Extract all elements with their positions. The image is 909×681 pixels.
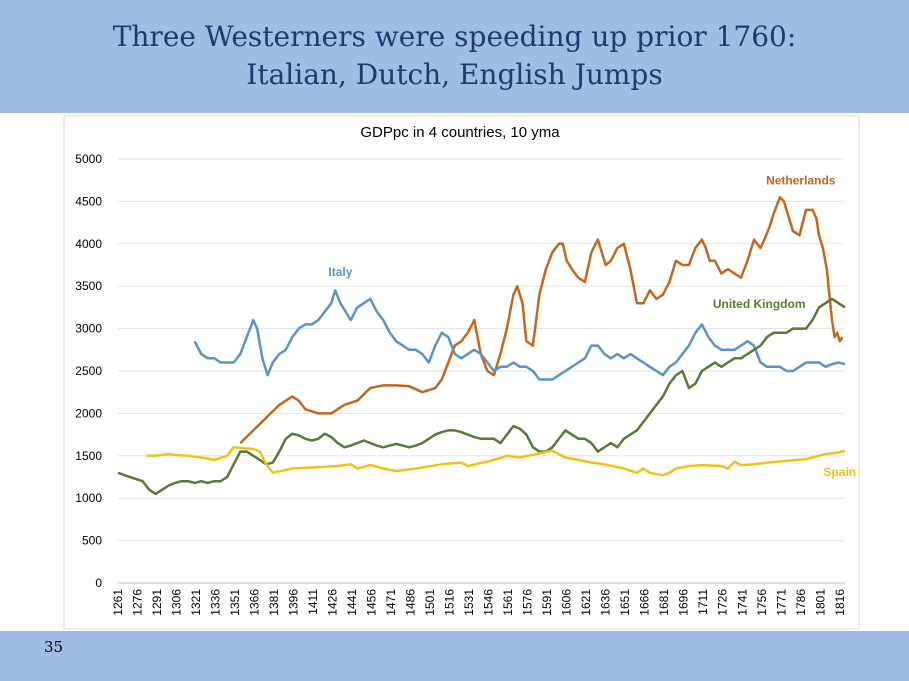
x-tick-label: 1261	[111, 589, 125, 616]
x-tick-label: 1801	[813, 589, 827, 616]
series-line-united-kingdom	[117, 297, 846, 496]
y-tick-label: 1000	[75, 491, 102, 505]
x-tick-label: 1816	[833, 589, 847, 616]
y-tick-label: 4500	[75, 194, 102, 208]
x-tick-label: 1576	[521, 589, 535, 616]
x-tick-label: 1351	[228, 589, 242, 616]
x-tick-label: 1531	[462, 589, 476, 616]
x-tick-label: 1516	[443, 589, 457, 616]
x-tick-label: 1696	[677, 589, 691, 616]
page-number: 35	[44, 638, 64, 656]
series-line-spain	[146, 446, 846, 477]
y-tick-label: 2000	[75, 406, 102, 420]
series-label-netherlands: Netherlands	[766, 173, 836, 187]
y-tick-label: 500	[82, 534, 102, 548]
slide-title-line-2: Italian, Dutch, English Jumps	[246, 58, 663, 91]
series-line-netherlands	[239, 195, 844, 444]
x-tick-label: 1366	[248, 589, 262, 616]
x-tick-label: 1306	[170, 589, 184, 616]
x-tick-label: 1441	[345, 589, 359, 616]
x-tick-label: 1321	[189, 589, 203, 616]
x-tick-label: 1771	[774, 589, 788, 616]
x-tick-label: 1471	[384, 589, 398, 616]
series-line-italy	[193, 289, 846, 381]
x-tick-label: 1711	[696, 589, 710, 615]
x-tick-label: 1606	[560, 589, 574, 616]
y-tick-label: 4000	[75, 237, 102, 251]
title-banner	[0, 0, 909, 113]
x-tick-label: 1741	[735, 589, 749, 616]
x-tick-label: 1546	[482, 589, 496, 616]
series-label-spain: Spain	[823, 465, 856, 479]
y-tick-label: 0	[95, 576, 102, 590]
x-tick-label: 1786	[794, 589, 808, 616]
x-tick-label: 1381	[267, 589, 281, 616]
x-tick-label: 1396	[287, 589, 301, 616]
x-tick-label: 1636	[599, 589, 613, 616]
x-tick-label: 1561	[501, 589, 515, 616]
series-lines	[117, 195, 846, 496]
x-tick-label: 1336	[209, 589, 223, 616]
x-tick-label: 1291	[150, 589, 164, 616]
x-tick-label: 1651	[618, 589, 632, 616]
y-tick-label: 1500	[75, 449, 102, 463]
y-axis-ticks: 0 500 1000 1500 2000 2500 3000 3500 4000 4500 5000	[75, 152, 102, 590]
x-axis-ticks: 1261 1276 1291 1306 1321 1336 1351 1366 1381 1396…	[111, 589, 847, 616]
series-label-italy: Italy	[328, 265, 352, 279]
slide-title-line-1: Three Westerners were speeding up prior …	[112, 20, 797, 53]
x-tick-label: 1501	[423, 589, 437, 616]
x-tick-label: 1681	[657, 589, 671, 616]
y-tick-label: 3500	[75, 279, 102, 293]
x-tick-label: 1666	[638, 589, 652, 616]
y-tick-label: 5000	[75, 152, 102, 166]
x-tick-label: 1456	[365, 589, 379, 616]
chart-area	[63, 115, 860, 630]
x-tick-label: 1591	[540, 589, 554, 616]
x-tick-label: 1276	[131, 589, 145, 616]
chart-title: GDPpc in 4 countries, 10 yma	[360, 124, 560, 141]
x-tick-label: 1756	[755, 589, 769, 616]
x-tick-label: 1621	[579, 589, 593, 616]
series-label-united-kingdom: United Kingdom	[713, 297, 806, 311]
x-tick-label: 1726	[716, 589, 730, 616]
y-tick-label: 2500	[75, 364, 102, 378]
footer-bar	[0, 631, 909, 681]
gridlines	[118, 158, 845, 584]
x-tick-label: 1411	[306, 589, 320, 615]
x-tick-label: 1426	[326, 589, 340, 616]
y-tick-label: 3000	[75, 322, 102, 336]
x-tick-label: 1486	[404, 589, 418, 616]
series-labels: Netherlands Italy United Kingdom Spain	[328, 173, 856, 479]
